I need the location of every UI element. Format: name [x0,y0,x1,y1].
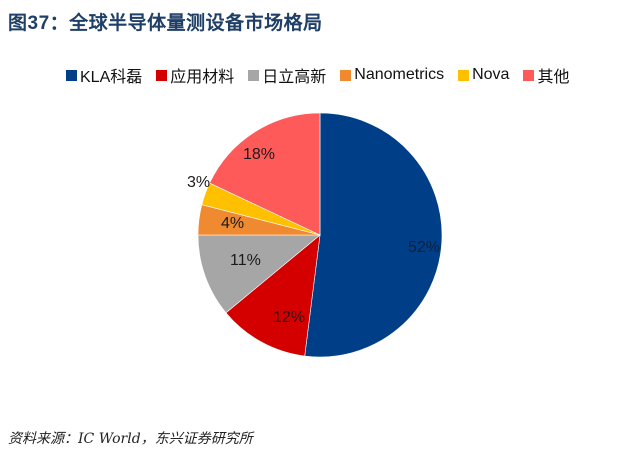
source-note: 资料来源：IC World，东兴证券研究所 [8,431,253,447]
legend-swatch-icon [340,69,352,81]
legend-swatch-icon [156,69,168,81]
slice-label: 12% [273,309,305,326]
legend-item: 其他 [523,63,569,87]
legend-swatch-icon [248,69,260,81]
legend-item: Nanometrics [340,66,444,84]
legend-label: KLA科磊 [80,69,143,86]
slice-label: 18% [243,146,275,163]
legend-label: 应用材料 [170,69,235,86]
legend-item: Nova [458,66,509,84]
slice-label: 11% [230,252,261,269]
slice-label: 3% [187,174,210,191]
slice-label: 52% [408,239,440,256]
pie-slice [209,112,321,236]
pie-slice [225,234,321,357]
legend-label: Nanometrics [354,66,445,83]
legend-swatch-icon [458,69,470,81]
pie-slice [197,234,321,314]
pie-slice [304,112,443,358]
legend-item: 日立高新 [248,63,326,87]
chart-legend: KLA科磊 应用材料 日立高新 Nanometrics Nova 其他 [66,63,583,87]
legend-item: 应用材料 [156,63,234,87]
legend-label: Nova [472,66,510,83]
legend-label: 日立高新 [262,69,327,86]
slice-label: 4% [221,215,244,232]
legend-swatch-icon [66,69,77,81]
legend-item: KLA科磊 [66,63,142,87]
legend-swatch-icon [523,69,535,81]
legend-label: 其他 [537,69,570,86]
chart-title: 图37：全球半导体量测设备市场格局 [8,13,323,34]
